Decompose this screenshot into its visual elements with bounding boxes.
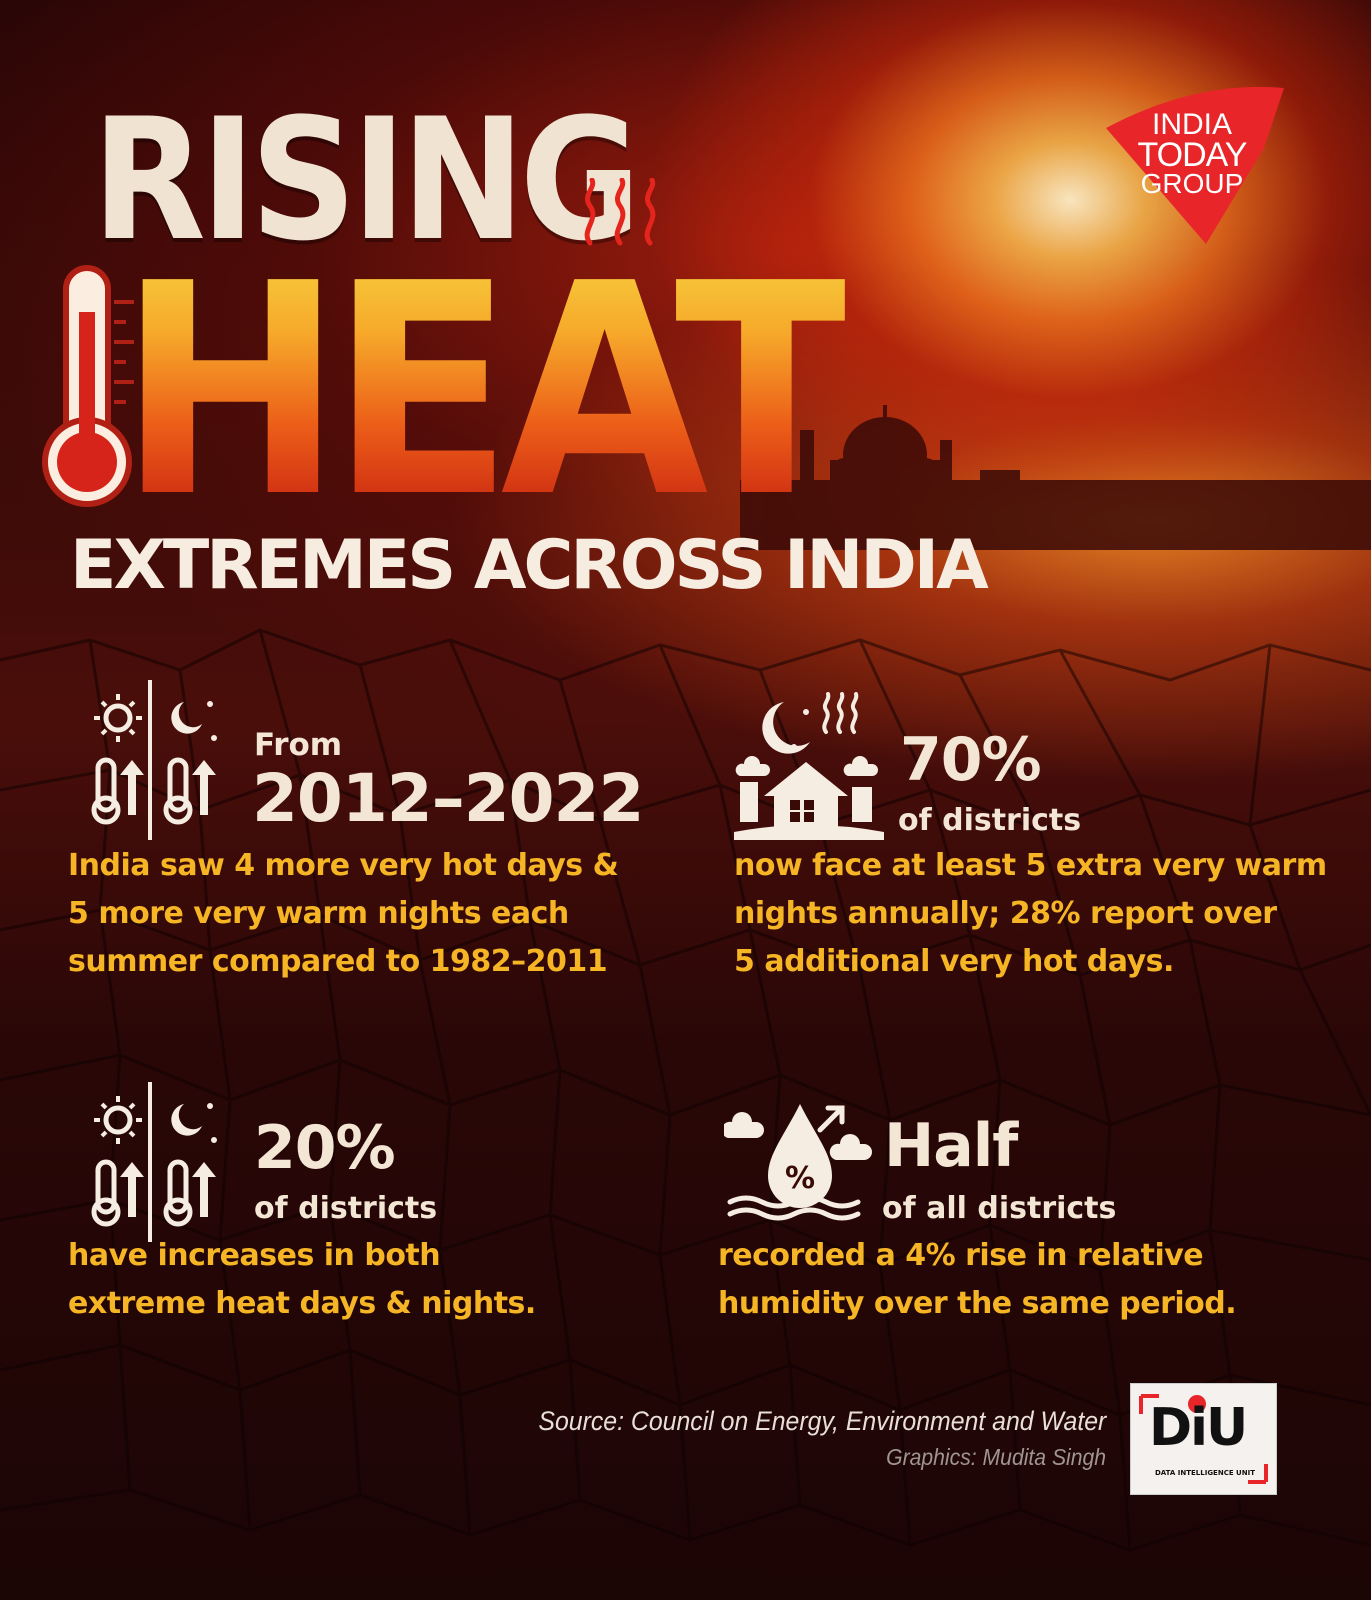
sun-moon-thermometer-icon — [91, 680, 217, 840]
logo-shape — [1106, 86, 1284, 244]
stat3-headline: 20% — [254, 1113, 396, 1183]
diu-bracket-icon — [1139, 1394, 1268, 1484]
stat4-description-line: recorded a 4% rise in relative — [718, 1238, 1204, 1273]
stat4-sub: of all districts — [882, 1191, 1117, 1226]
thermometer-icon — [42, 265, 134, 507]
logo-text-today: TODAY — [1137, 136, 1248, 174]
source-credit: Source: Council on Energy, Environment a… — [538, 1406, 1106, 1436]
stat1-description-line: summer compared to 1982–2011 — [68, 944, 608, 979]
warm-night-house-icon — [734, 692, 884, 840]
graphics-credit: Graphics: Mudita Singh — [886, 1444, 1106, 1470]
stat1-description-line: India saw 4 more very hot days & — [68, 848, 619, 883]
stat2-description: now face at least 5 extra very warm nigh… — [734, 842, 1327, 986]
stat2-description-line: nights annually; 28% report over — [734, 896, 1277, 931]
diu-logo: DiU DATA INTELLIGENCE UNIT — [1130, 1383, 1277, 1495]
taj-mahal-skyline — [740, 405, 1371, 550]
stat1-description: India saw 4 more very hot days & 5 more … — [68, 842, 619, 986]
stat4-headline: Half — [884, 1111, 1018, 1181]
subtitle: EXTREMES ACROSS INDIA — [70, 526, 989, 605]
title-rising: RISING — [92, 82, 641, 278]
svg-text:%: % — [785, 1161, 815, 1196]
stat1-lead: From — [254, 727, 343, 763]
stat1-headline: 2012–2022 — [252, 760, 644, 837]
title-heat: HEAT — [118, 221, 858, 561]
stat4-description: recorded a 4% rise in relative humidity … — [718, 1232, 1237, 1328]
sun-moon-thermometer-icon — [91, 1082, 217, 1242]
stat2-description-line: now face at least 5 extra very warm — [734, 848, 1327, 883]
stat3-description-line: extreme heat days & nights. — [68, 1286, 536, 1321]
diu-unit-name: DATA INTELLIGENCE UNIT — [1155, 1469, 1255, 1477]
humidity-drop-icon: % — [724, 1104, 872, 1221]
stat2-headline: 70% — [900, 725, 1042, 795]
stat3-description-line: have increases in both — [68, 1238, 441, 1273]
stat2-sub: of districts — [898, 803, 1082, 838]
logo-text-group: GROUP — [1140, 168, 1244, 199]
cracked-ground-background — [0, 628, 1371, 1552]
stat1-description-line: 5 more very warm nights each — [68, 896, 569, 931]
diu-wordmark: DiU — [1149, 1398, 1248, 1458]
heat-wave-icon — [584, 178, 656, 246]
stat2-description-line: 5 additional very hot days. — [734, 944, 1174, 979]
logo-text-india: INDIA — [1151, 108, 1232, 141]
stat4-description-line: humidity over the same period. — [718, 1286, 1237, 1321]
stat3-sub: of districts — [254, 1191, 438, 1226]
stat3-description: have increases in both extreme heat days… — [68, 1232, 536, 1328]
